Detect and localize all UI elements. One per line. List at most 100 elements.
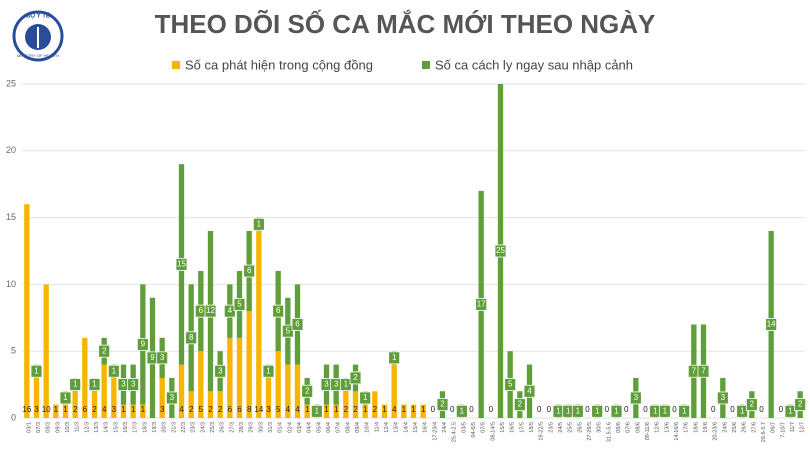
data-label: 10 bbox=[42, 405, 51, 414]
data-label: 2 bbox=[305, 386, 310, 395]
data-label-box bbox=[571, 404, 584, 418]
data-label: 1 bbox=[121, 405, 126, 414]
x-tick-label: 17/3 bbox=[133, 422, 139, 433]
x-tick-label: 27/6 bbox=[751, 422, 757, 433]
bar-segment bbox=[217, 391, 223, 418]
data-label-box bbox=[310, 404, 323, 418]
legend-swatch bbox=[172, 61, 180, 69]
x-tick-label: 17/6 bbox=[684, 422, 690, 433]
data-label-box bbox=[281, 324, 294, 338]
data-label: 3 bbox=[160, 353, 165, 362]
bar-segment bbox=[372, 391, 378, 418]
data-label-box bbox=[272, 304, 285, 318]
data-label: 2 bbox=[102, 346, 107, 355]
x-tick-label: 03/5 bbox=[461, 422, 467, 433]
x-tick-label: 26/6 bbox=[742, 422, 748, 433]
data-label-box bbox=[262, 364, 275, 378]
data-label-box bbox=[494, 244, 507, 258]
x-tick-label: 24/6 bbox=[722, 422, 728, 433]
data-label: 3 bbox=[721, 393, 726, 402]
bar-segment bbox=[343, 391, 349, 418]
data-label-box bbox=[591, 404, 604, 418]
data-label: 2 bbox=[750, 400, 755, 409]
data-label: 9 bbox=[141, 340, 146, 349]
bar-segment bbox=[130, 404, 136, 418]
y-tick-label: 25 bbox=[6, 78, 16, 88]
data-label: 2 bbox=[218, 405, 223, 414]
data-label: 1 bbox=[614, 406, 619, 415]
data-label: 2 bbox=[440, 400, 445, 409]
data-label: 0 bbox=[711, 405, 716, 414]
x-tick-label: 19-22/5 bbox=[539, 422, 545, 441]
data-label: 1 bbox=[788, 406, 793, 415]
x-tick-label: 19/3 bbox=[152, 422, 158, 433]
data-label-box bbox=[765, 318, 778, 331]
data-label-box bbox=[291, 318, 304, 331]
bar-segment bbox=[352, 391, 359, 418]
data-label-box bbox=[185, 331, 198, 345]
x-tick-label: 26/3 bbox=[220, 422, 226, 433]
x-tick-label: 13/6 bbox=[664, 422, 670, 433]
data-label: 1 bbox=[73, 380, 78, 389]
data-label: 2 bbox=[353, 373, 358, 382]
bar-segment bbox=[381, 404, 388, 418]
data-label: 3 bbox=[131, 380, 136, 389]
data-label-box bbox=[223, 304, 236, 318]
data-label-box bbox=[59, 391, 72, 405]
data-label: 1 bbox=[653, 406, 658, 415]
bar-segment bbox=[304, 404, 310, 418]
data-label-box bbox=[107, 364, 120, 378]
legend-swatch bbox=[422, 61, 430, 69]
x-tick-label: 04-6/5 bbox=[471, 422, 477, 438]
data-label: 14 bbox=[767, 320, 776, 329]
data-label: 7 bbox=[692, 366, 697, 375]
y-tick-label: 10 bbox=[6, 279, 16, 289]
data-label: 1 bbox=[402, 405, 407, 414]
data-label-box bbox=[629, 391, 642, 405]
data-label: 6 bbox=[199, 306, 204, 315]
bar-segment bbox=[188, 391, 194, 418]
data-label: 5 bbox=[276, 405, 281, 414]
data-label: 0 bbox=[547, 405, 552, 414]
x-tick-label: 28.6-5.7 bbox=[761, 422, 767, 442]
data-label: 1 bbox=[363, 405, 368, 414]
data-label-box bbox=[794, 398, 807, 412]
data-label-box bbox=[658, 404, 671, 418]
data-label: 1 bbox=[334, 405, 339, 414]
x-tick-label: 14-16/6 bbox=[674, 422, 680, 441]
data-label-box bbox=[301, 384, 314, 398]
data-label: 0 bbox=[537, 405, 542, 414]
data-label: 1 bbox=[382, 405, 387, 414]
x-tick-label: 25/6 bbox=[732, 422, 738, 433]
data-label-box bbox=[697, 364, 710, 378]
x-tick-label: 10/3 bbox=[65, 422, 71, 433]
x-tick-label: 11/3 bbox=[75, 422, 81, 432]
bar-segment bbox=[256, 230, 262, 418]
data-label-box bbox=[156, 351, 169, 365]
data-label-box bbox=[127, 378, 140, 392]
data-label-box bbox=[455, 404, 468, 418]
data-label-box bbox=[165, 391, 178, 405]
bar-segment bbox=[362, 404, 368, 418]
y-tick-label: 20 bbox=[6, 145, 16, 155]
y-tick-label: 15 bbox=[6, 212, 16, 222]
data-label: 1 bbox=[363, 393, 368, 402]
data-label-box bbox=[678, 404, 691, 418]
data-label-box bbox=[784, 404, 797, 418]
x-tick-label: 14/3 bbox=[104, 422, 110, 433]
x-tick-label: 09-11/6 bbox=[645, 422, 651, 440]
data-label: 6 bbox=[83, 405, 88, 414]
x-tick-label: 30/3 bbox=[258, 422, 264, 433]
x-tick-label: 11/7 bbox=[790, 422, 796, 432]
x-tick-label: 04/4 bbox=[307, 422, 313, 433]
data-label-box bbox=[359, 391, 372, 405]
data-label: 5 bbox=[286, 326, 291, 335]
data-label: 6 bbox=[295, 320, 300, 329]
data-label: 0 bbox=[585, 405, 590, 414]
data-label-box bbox=[214, 364, 227, 378]
y-tick-label: 0 bbox=[11, 412, 16, 422]
data-label: 1 bbox=[141, 405, 146, 414]
x-tick-label: 07/5 bbox=[481, 422, 487, 433]
data-label-box bbox=[523, 384, 536, 398]
